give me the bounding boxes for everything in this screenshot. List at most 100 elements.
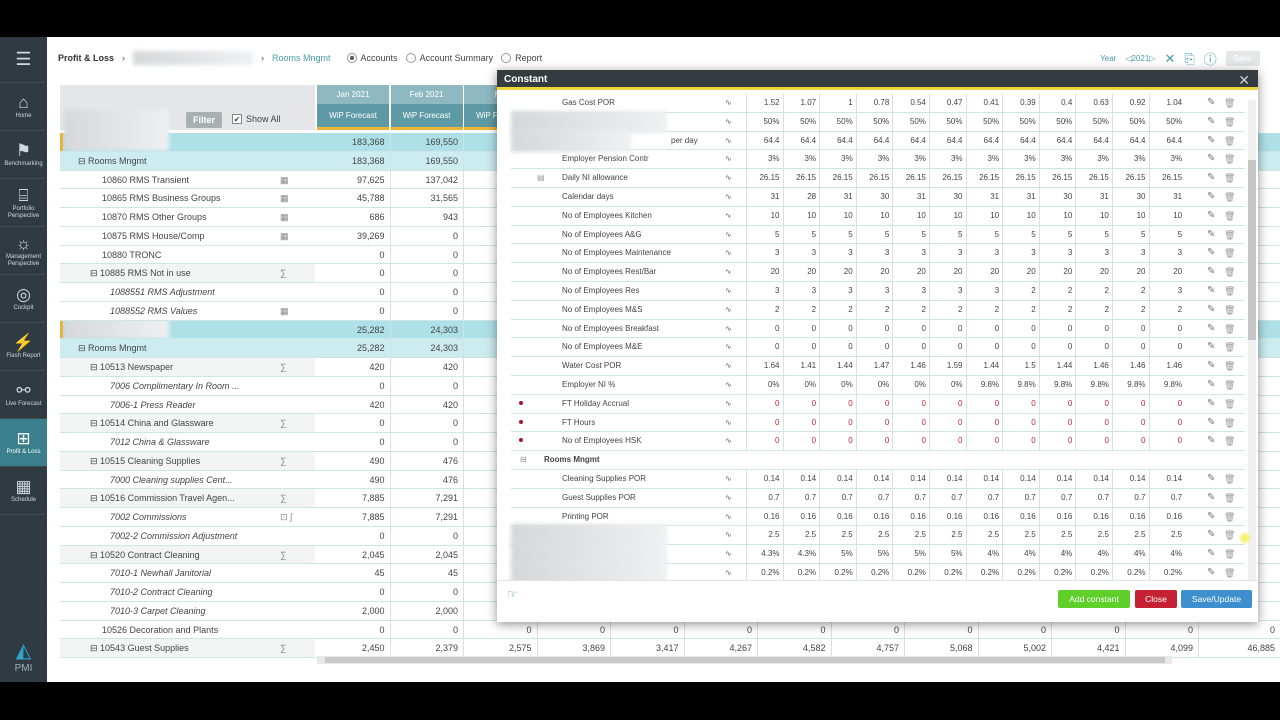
value-cell[interactable]: 169,550 [391,133,464,151]
month-value[interactable]: 50% [929,112,966,131]
tools-icon[interactable]: ✕ [1164,50,1176,66]
month-value[interactable]: 0.16 [1038,507,1076,526]
month-value[interactable]: 0.54 [892,94,929,112]
month-value[interactable]: 0 [929,394,966,413]
month-value[interactable]: 1.46 [892,357,929,375]
month-value[interactable]: 50% [1002,112,1039,131]
month-value[interactable]: 0 [965,432,1003,451]
month-value[interactable]: 2.5 [1112,526,1149,545]
month-value[interactable]: 0 [1148,413,1186,432]
year-selector[interactable]: ◁2021▷ [1125,54,1155,63]
sidebar-item-live-forecast[interactable]: ⚯ Live Forecast [0,371,47,419]
edit-icon[interactable]: ✎ [1207,341,1216,353]
constant-row[interactable]: Gas Cost POR ∿ 1.52 1.07 1 0.78 0.54 0.47 0.41 0.… [511,94,1245,113]
month-value[interactable]: 0.14 [855,470,893,488]
month-value[interactable]: 0.2% [929,564,966,580]
month-value[interactable]: 2 [1112,282,1149,300]
trash-icon[interactable]: 🗑 [1224,530,1236,541]
month-value[interactable]: 10 [965,206,1003,225]
trend-icon[interactable]: ∿ [725,135,732,145]
trend-icon[interactable]: ∿ [725,286,732,295]
month-value[interactable]: 3 [892,244,929,263]
month-value[interactable]: 0% [855,376,893,394]
month-value[interactable]: 0.47 [929,94,966,112]
month-value[interactable]: 20 [1038,263,1076,281]
month-value[interactable]: 10 [819,206,856,225]
month-value[interactable]: 20 [855,263,893,281]
edit-icon[interactable]: ✎ [1207,134,1216,146]
value-cell[interactable]: 2,045 [317,545,391,564]
month-value[interactable]: 10 [1002,206,1039,225]
month-value[interactable]: 5 [1112,225,1149,244]
value-cell[interactable]: 0 [391,301,464,320]
month-value[interactable]: 0 [929,319,966,338]
value-cell[interactable]: 0 [758,620,832,639]
month-value[interactable]: 10 [1038,206,1076,225]
month-value[interactable]: 50% [1112,112,1149,131]
month-value[interactable]: 0 [892,394,929,413]
month-value[interactable]: 0.2% [892,564,929,580]
calculator-icon[interactable]: ▦ [280,305,289,316]
month-value[interactable]: 64.4 [746,131,783,150]
month-value[interactable]: 2 [1002,300,1039,319]
value-cell[interactable]: 0 [317,283,391,301]
trash-icon[interactable]: 🗑 [1224,323,1236,334]
breadcrumb-root[interactable]: Profit & Loss [58,53,115,63]
edit-icon[interactable]: ✎ [1207,529,1216,541]
month-value[interactable]: 31 [1148,188,1186,206]
month-value[interactable]: 9.8% [1148,376,1186,394]
edit-icon[interactable]: ✎ [1207,360,1216,372]
trash-icon[interactable]: 🗑 [1224,492,1236,503]
trend-icon[interactable]: ∿ [725,229,732,239]
edit-icon[interactable]: ✎ [1207,191,1216,202]
value-cell[interactable]: 46,885 [1247,643,1275,654]
month-value[interactable]: 4% [1038,545,1076,563]
month-value[interactable]: 0 [1038,394,1076,413]
trend-icon[interactable]: ∿ [725,192,732,201]
month-value[interactable]: 0.63 [1075,94,1112,112]
sum-icon[interactable]: ∑ [280,362,287,372]
month-value[interactable]: 0 [746,413,783,432]
value-cell[interactable]: 183,368 [317,151,391,170]
edit-icon[interactable]: ✎ [1207,473,1216,484]
month-value[interactable]: 0 [746,319,783,338]
formula-icon[interactable]: ⊡ ∫ [280,512,293,522]
month-value[interactable]: 0 [855,338,893,357]
trash-icon[interactable]: 🗑 [1224,417,1236,428]
month-value[interactable]: 4% [1148,545,1186,563]
month-value[interactable]: 3 [1075,244,1112,263]
month-value[interactable]: 9.8% [1075,376,1112,394]
month-value[interactable]: 0 [1038,432,1076,451]
value-cell[interactable]: 0 [905,620,979,639]
month-value[interactable]: 26.15 [1148,169,1186,187]
month-value[interactable]: 0.16 [1112,507,1149,526]
month-value[interactable]: 2 [1075,300,1112,319]
month-value[interactable]: 5 [855,225,893,244]
month-value[interactable]: 9.8% [1002,376,1039,394]
add-constant-button[interactable]: Add constant [1058,590,1130,608]
edit-icon[interactable]: ✎ [1207,416,1216,428]
collapse-icon[interactable]: ⊟ [520,455,527,465]
month-value[interactable]: 2.5 [1002,526,1039,545]
trend-icon[interactable]: ∿ [725,323,732,333]
value-cell[interactable]: 45 [391,564,464,582]
month-value[interactable]: 0 [855,319,893,338]
month-value[interactable]: 3% [855,150,893,169]
month-value[interactable]: 20 [1148,263,1186,281]
value-cell[interactable]: 0 [391,433,464,451]
constant-row[interactable]: No of Employees Kitchen ∿ 10 10 10 10 10 10 10 10… [511,206,1245,226]
value-cell[interactable]: 420 [391,395,464,414]
month-value[interactable]: 26.15 [1112,169,1149,187]
month-value[interactable]: 5 [892,225,929,244]
month-value[interactable]: 0.2% [746,564,783,580]
month-value[interactable]: 4% [1075,545,1112,563]
month-value[interactable]: 0.14 [965,470,1003,488]
month-value[interactable]: 0.16 [892,507,929,526]
month-value[interactable]: 3 [746,244,783,263]
month-value[interactable]: 26.15 [746,169,783,187]
sidebar-item-benchmarking[interactable]: ⚑ Benchmarking [0,131,47,179]
month-value[interactable]: 0 [782,394,820,413]
close-button[interactable]: Close [1135,590,1177,608]
month-value[interactable]: 3% [782,150,820,169]
month-value[interactable]: 0 [1148,338,1186,357]
